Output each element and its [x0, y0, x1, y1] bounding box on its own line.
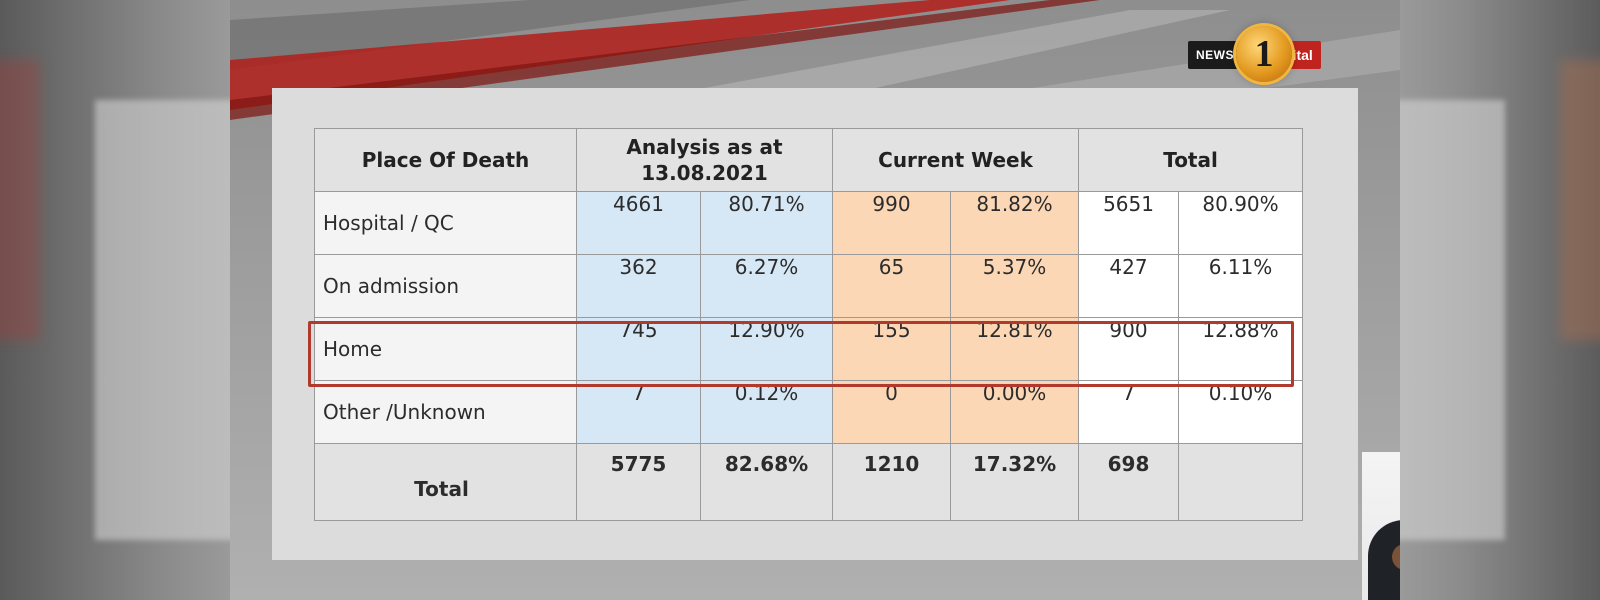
total-percent: 80.90% [1178, 191, 1304, 255]
total-count: 900 [1078, 317, 1180, 381]
total-percent: 0.10% [1178, 380, 1304, 444]
table-row: On admission 362 6.27% 65 5.37% 427 6.11… [314, 254, 1304, 318]
left-blurred-background [0, 0, 230, 600]
grand-total-percent [1178, 443, 1304, 521]
blurred-table-ghost [95, 100, 230, 540]
analysis-percent: 6.27% [699, 254, 834, 318]
row-place: Home [314, 317, 577, 381]
row-place: On admission [314, 254, 577, 318]
analysis-count: 362 [576, 254, 701, 318]
right-blurred-background [1400, 0, 1600, 600]
total-count: 5651 [1078, 191, 1180, 255]
sign-language-interpreter-inset [1362, 452, 1400, 600]
week-percent: 12.81% [950, 317, 1080, 381]
broadcast-frame: NEWS 1 Digital Place Of Death Analysis a… [230, 0, 1400, 600]
table-panel: Place Of Death Analysis as at 13.08.2021… [272, 88, 1358, 560]
week-percent: 5.37% [950, 254, 1080, 318]
analysis-percent: 12.90% [699, 317, 834, 381]
analysis-total-percent: 82.68% [699, 443, 834, 521]
analysis-count: 4661 [576, 191, 701, 255]
total-count: 427 [1078, 254, 1180, 318]
total-label: Total [314, 443, 577, 521]
week-count: 990 [832, 191, 952, 255]
analysis-total-count: 5775 [576, 443, 701, 521]
blurred-red-shape [0, 60, 40, 340]
analysis-percent: 0.12% [699, 380, 834, 444]
header-place-of-death: Place Of Death [314, 128, 577, 192]
grand-total-count: 698 [1078, 443, 1180, 521]
analysis-count: 7 [576, 380, 701, 444]
week-percent: 0.00% [950, 380, 1080, 444]
blurred-orange-shape [1560, 60, 1600, 340]
week-total-count: 1210 [832, 443, 952, 521]
table-row-highlighted: Home 745 12.90% 155 12.81% 900 12.88% [314, 317, 1304, 381]
table-row: Hospital / QC 4661 80.71% 990 81.82% 565… [314, 191, 1304, 255]
table-row: Other /Unknown 7 0.12% 0 0.00% 7 0.10% [314, 380, 1304, 444]
place-of-death-table: Place Of Death Analysis as at 13.08.2021… [314, 128, 1304, 521]
header-current-week: Current Week [832, 128, 1080, 192]
week-count: 65 [832, 254, 952, 318]
total-row: Total 5775 82.68% 1210 17.32% 698 [314, 443, 1304, 521]
week-count: 155 [832, 317, 952, 381]
row-place: Hospital / QC [314, 191, 577, 255]
row-place: Other /Unknown [314, 380, 577, 444]
interpreter-hand [1392, 544, 1400, 570]
total-percent: 6.11% [1178, 254, 1304, 318]
header-total: Total [1078, 128, 1304, 192]
week-total-percent: 17.32% [950, 443, 1080, 521]
news1st-digital-logo: NEWS 1 Digital [1188, 26, 1366, 82]
header-analysis: Analysis as at 13.08.2021 [575, 128, 834, 192]
week-percent: 81.82% [950, 191, 1080, 255]
analysis-count: 745 [576, 317, 701, 381]
header-row: Place Of Death Analysis as at 13.08.2021… [314, 128, 1304, 192]
total-count: 7 [1078, 380, 1180, 444]
analysis-percent: 80.71% [699, 191, 834, 255]
logo-one-badge: 1 [1236, 26, 1292, 82]
total-percent: 12.88% [1178, 317, 1304, 381]
week-count: 0 [832, 380, 952, 444]
blurred-table-ghost [1400, 100, 1505, 540]
